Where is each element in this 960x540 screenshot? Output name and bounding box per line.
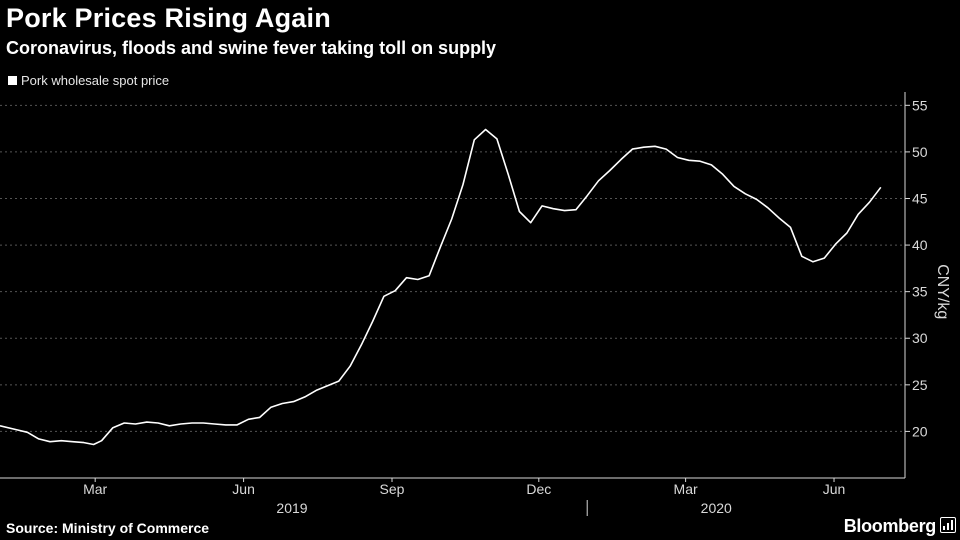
y-tick-label: 25	[912, 377, 928, 393]
series-line-pork-price	[0, 128, 882, 446]
y-tick-label: 35	[912, 284, 928, 300]
legend-swatch	[8, 76, 17, 85]
x-tick-label: Dec	[526, 481, 551, 497]
y-axis-label: CNY/kg	[934, 264, 951, 319]
x-tick-label: Sep	[380, 481, 405, 497]
x-tick-label: Jun	[823, 481, 846, 497]
x-tick-label: Jun	[232, 481, 255, 497]
legend-label: Pork wholesale spot price	[21, 73, 170, 88]
y-tick-label: 45	[912, 190, 928, 206]
legend: Pork wholesale spot price	[8, 73, 169, 88]
y-tick-label: 30	[912, 330, 928, 346]
y-tick-label: 20	[912, 423, 928, 439]
chart-icon	[940, 517, 956, 533]
x-tick-label: Mar	[674, 481, 698, 497]
y-tick-label: 55	[912, 97, 928, 113]
x-tick-label: Mar	[83, 481, 107, 497]
y-tick-label: 50	[912, 144, 928, 160]
bloomberg-logo: Bloomberg	[843, 516, 937, 536]
source-note: Source: Ministry of Commerce	[6, 520, 210, 536]
x-year-label: 2019	[276, 500, 307, 516]
chart-title: Pork Prices Rising Again	[6, 3, 331, 33]
y-tick-label: 40	[912, 237, 928, 253]
chart-subtitle: Coronavirus, floods and swine fever taki…	[6, 38, 497, 58]
x-year-label: 2020	[701, 500, 732, 516]
